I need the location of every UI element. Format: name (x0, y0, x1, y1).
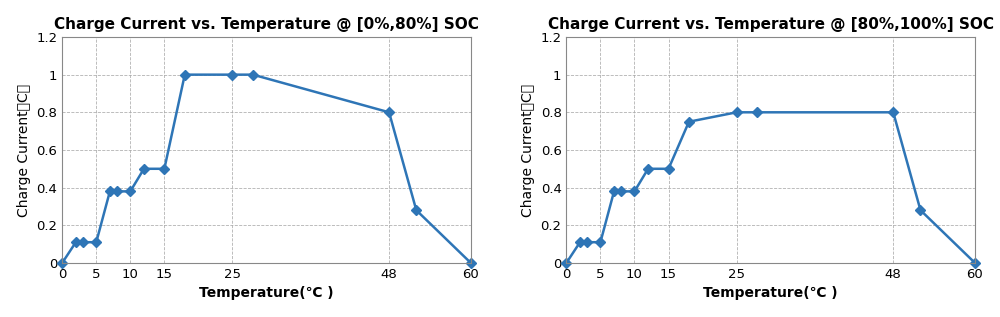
Y-axis label: Charge Current（C）: Charge Current（C） (521, 83, 535, 217)
X-axis label: Temperature(℃ ): Temperature(℃ ) (703, 286, 838, 300)
Title: Charge Current vs. Temperature @ [80%,100%] SOC: Charge Current vs. Temperature @ [80%,10… (548, 17, 994, 32)
Y-axis label: Charge Current（C）: Charge Current（C） (17, 83, 31, 217)
Title: Charge Current vs. Temperature @ [0%,80%] SOC: Charge Current vs. Temperature @ [0%,80%… (54, 17, 479, 32)
X-axis label: Temperature(℃ ): Temperature(℃ ) (199, 286, 334, 300)
